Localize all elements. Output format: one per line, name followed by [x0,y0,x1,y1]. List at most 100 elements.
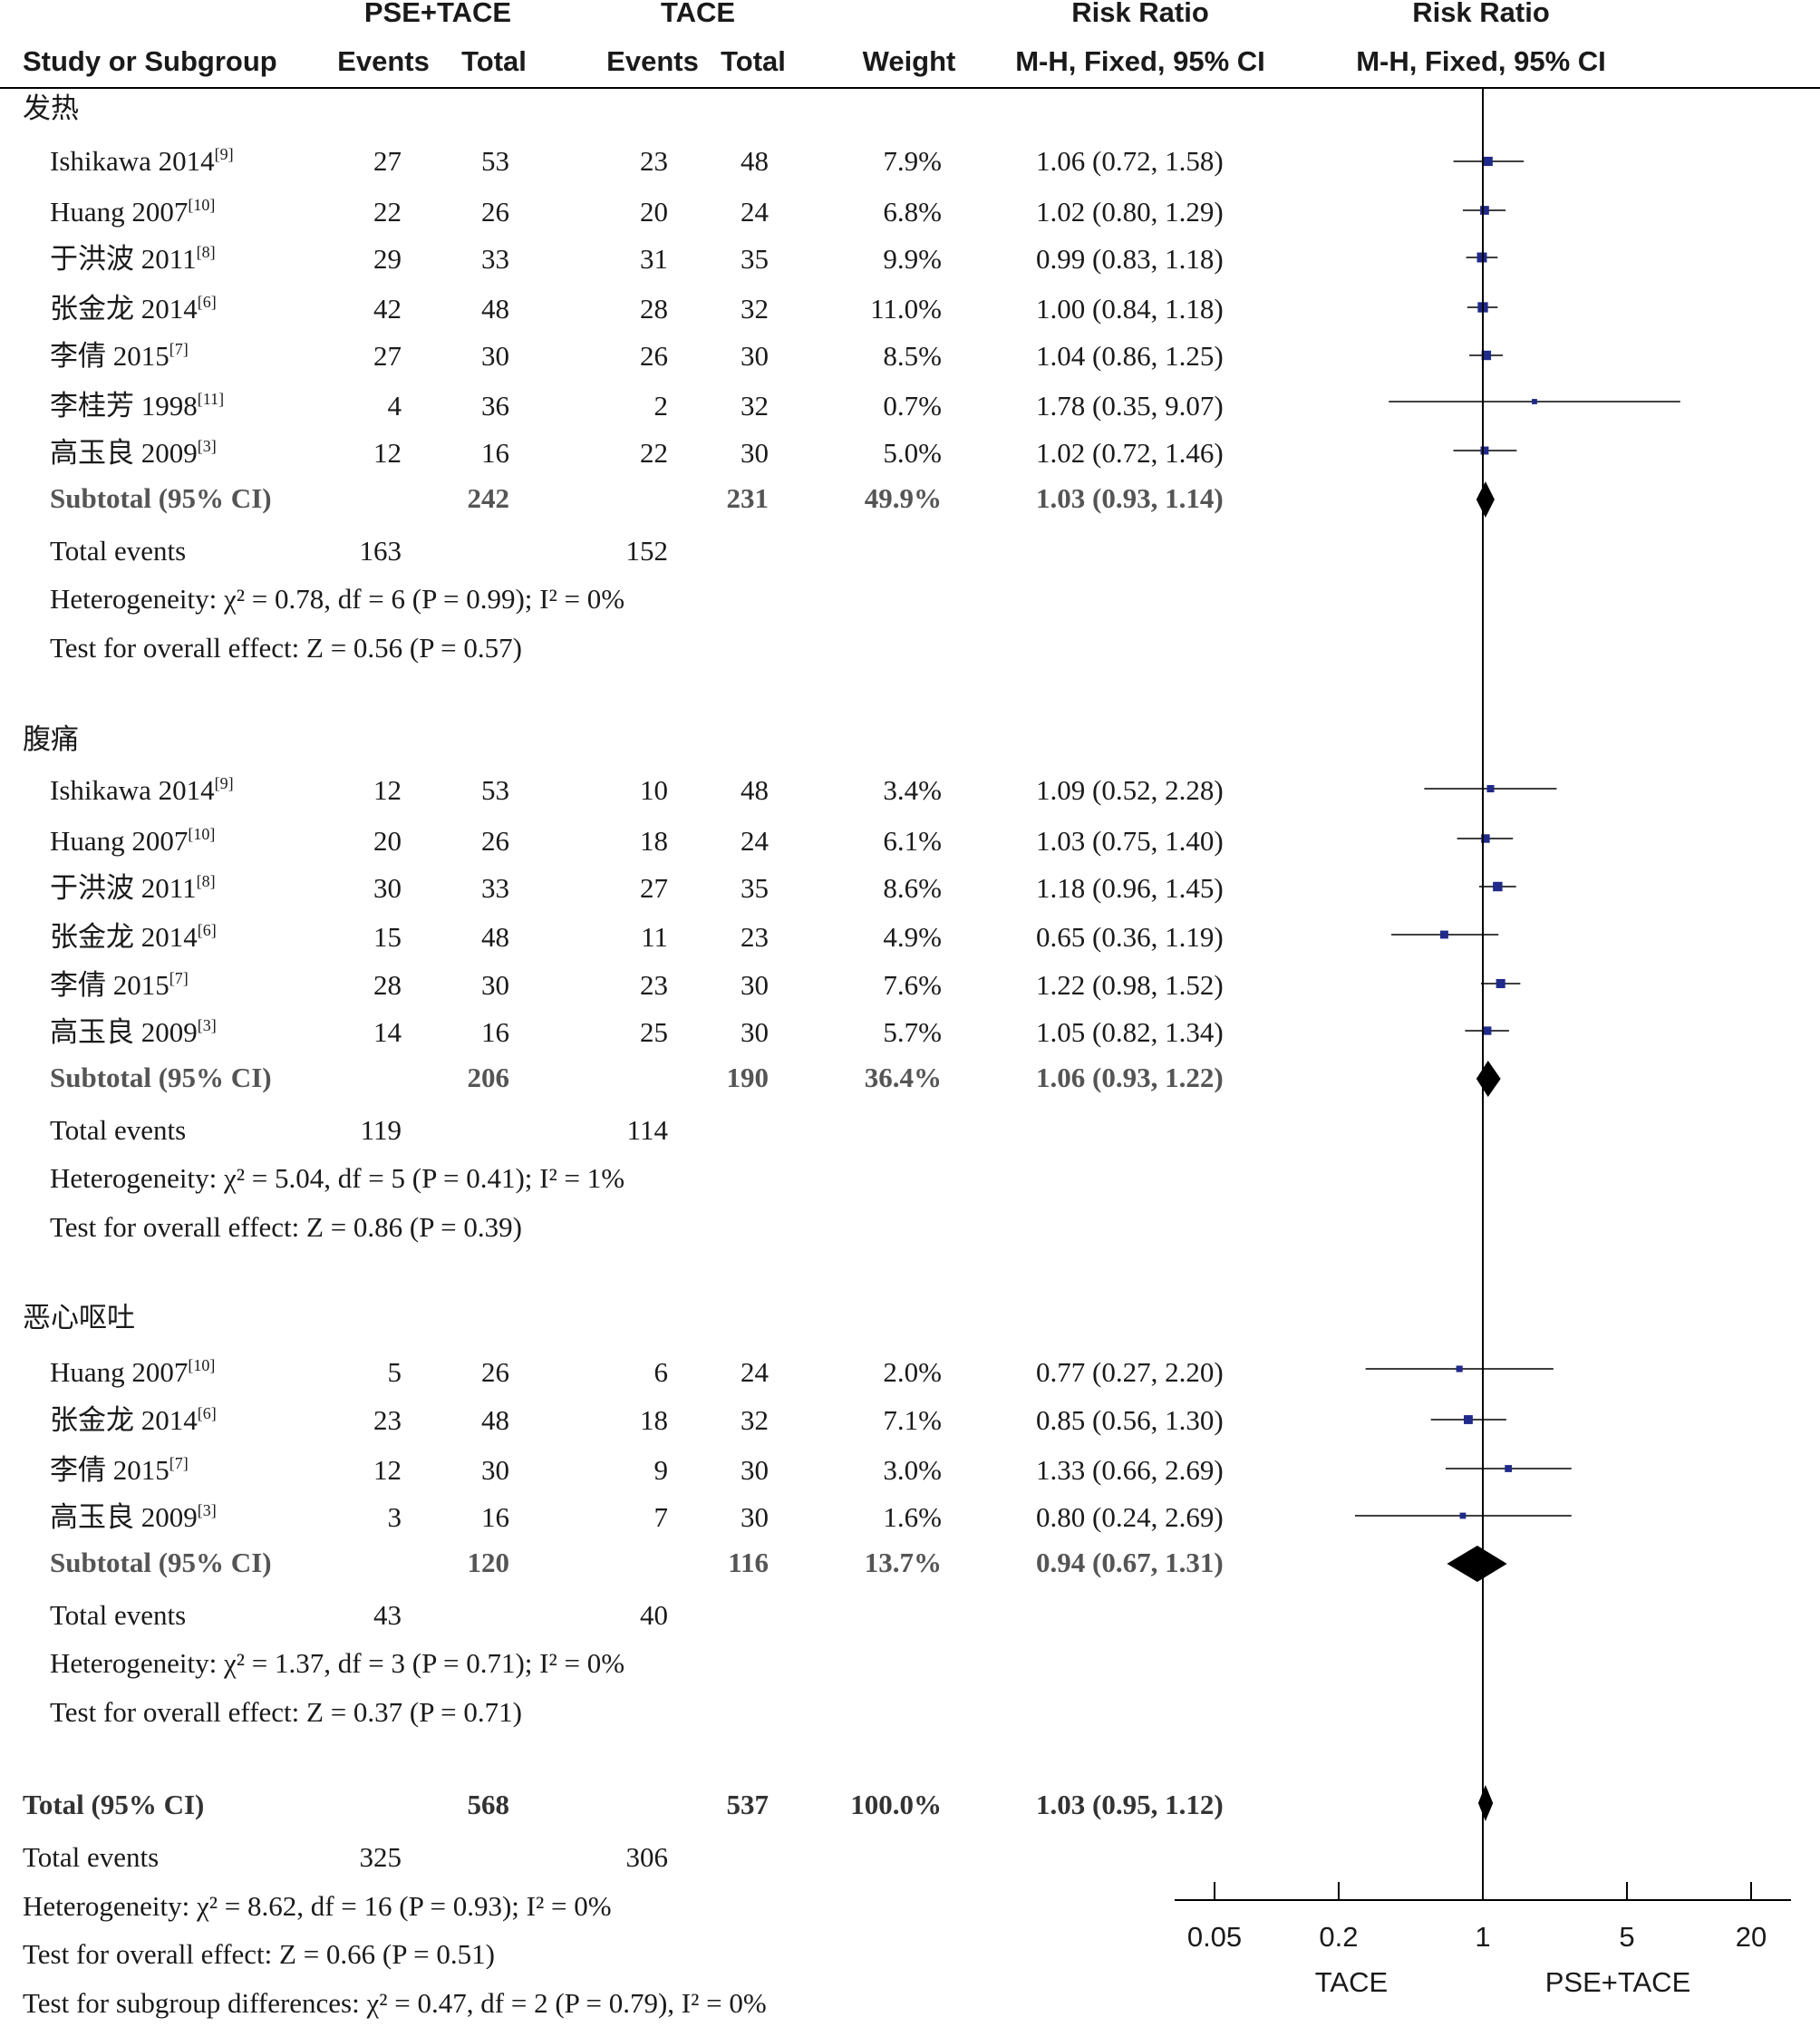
study-ref: [6] [198,1404,217,1422]
x-tick-label: 0.05 [1187,1921,1242,1953]
total-diamond [1477,1785,1494,1821]
subtotal-label: Subtotal (95% CI) [50,482,272,514]
study-label: Ishikawa 2014[9] [50,774,234,806]
study-marker [1481,978,1521,989]
study-marker [1389,399,1680,404]
study-total2: 24 [741,1356,770,1388]
study-weight: 11.0% [870,293,942,325]
study-events1: 27 [373,145,402,177]
axis-left-label: TACE [1315,1966,1388,1998]
subtotal-weight: 13.7% [865,1547,942,1578]
subtotal-total2: 190 [727,1062,770,1093]
subtotal-diamond [1476,1061,1501,1097]
axis-right-label: PSE+TACE [1545,1966,1691,1998]
study-events1: 20 [373,825,402,857]
heterogeneity-text: Heterogeneity: χ² = 5.04, df = 5 (P = 0.… [50,1162,624,1194]
header-events1: Events [337,45,430,77]
study-events2: 18 [640,825,668,857]
study-marker [1445,1465,1572,1472]
study-total2: 30 [741,340,769,372]
study-total1: 53 [481,774,509,806]
study-marker [1365,1365,1554,1372]
study-total1: 16 [481,1501,509,1533]
study-total1: 48 [481,1404,509,1436]
study-marker [1453,156,1525,167]
study-events2: 26 [640,340,668,372]
study-ci-text: 1.33 (0.66, 2.69) [1036,1454,1224,1486]
study-weight: 2.0% [883,1356,942,1388]
total-events-label: Total events [50,1599,186,1631]
subtotal-ci-text: 1.03 (0.93, 1.14) [1036,482,1224,514]
x-tick-label: 1 [1475,1921,1490,1953]
study-total1: 26 [481,1356,509,1388]
study-events2: 18 [640,1404,668,1436]
study-ref: [6] [198,293,217,311]
subtotal-label: Subtotal (95% CI) [50,1062,272,1093]
study-total1: 30 [481,1454,509,1486]
study-ci-text: 1.02 (0.80, 1.29) [1036,196,1224,228]
x-tick-label: 5 [1619,1921,1634,1953]
study-events1: 30 [373,872,402,904]
study-point [1456,1365,1463,1372]
study-events2: 25 [640,1016,668,1048]
subtotal-total1: 206 [468,1062,510,1093]
study-ref: [6] [198,921,217,939]
study-weight: 1.6% [883,1501,942,1533]
study-total2: 32 [741,293,769,325]
study-ci-text: 0.77 (0.27, 2.20) [1036,1356,1224,1388]
study-marker [1469,350,1504,361]
study-events1: 3 [388,1501,402,1533]
heterogeneity-text: Heterogeneity: χ² = 1.37, df = 3 (P = 0.… [50,1647,624,1679]
study-events1: 22 [373,196,402,228]
study-events2: 27 [640,872,668,904]
study-events2: 11 [641,921,668,953]
study-total1: 53 [481,145,509,177]
study-marker [1478,881,1516,892]
study-ref: [7] [169,1454,189,1472]
header-plot-col-top: Risk Ratio [1412,0,1550,28]
study-label: 李桂芳 1998[11] [50,390,224,422]
study-point [1459,1512,1467,1519]
total-ci-text: 1.03 (0.95, 1.12) [1036,1789,1224,1820]
study-events2: 28 [640,293,668,325]
overall-effect-text: Test for overall effect: Z = 0.56 (P = 0… [50,632,522,664]
study-total1: 33 [481,243,509,275]
study-events1: 12 [373,774,402,806]
study-ref: [3] [198,1501,217,1519]
total-events2: 40 [640,1599,668,1631]
study-weight: 9.9% [883,243,942,275]
study-events1: 4 [388,390,402,422]
total-events1: 43 [373,1599,402,1631]
study-events1: 28 [373,969,402,1001]
study-point [1532,399,1537,404]
study-point [1481,350,1492,361]
study-label: 李倩 2015[7] [50,1454,189,1486]
study-point [1480,206,1489,215]
study-ci-text: 0.80 (0.24, 2.69) [1036,1501,1224,1533]
study-label: Huang 2007[10] [50,196,215,228]
study-weight: 3.0% [883,1454,942,1486]
study-weight: 8.5% [883,340,942,372]
study-ref: [8] [197,243,216,261]
subgroup-title: 恶心呕吐 [23,1302,135,1334]
subtotal-total2: 231 [727,482,770,514]
study-ref: [9] [215,145,234,163]
study-total2: 35 [741,243,769,275]
footer-line: Test for overall effect: Z = 0.66 (P = 0… [23,1938,495,1970]
study-ci-text: 1.04 (0.86, 1.25) [1036,340,1224,372]
subtotal-label: Subtotal (95% CI) [50,1547,272,1578]
study-ref: [7] [169,340,189,358]
subtotal-ci-text: 1.06 (0.93, 1.22) [1036,1062,1224,1093]
study-events2: 10 [640,774,668,806]
study-label: 张金龙 2014[6] [50,293,217,325]
study-total1: 16 [481,1016,509,1048]
study-total1: 33 [481,872,509,904]
study-total1: 30 [481,340,509,372]
header-weight: Weight [863,45,956,77]
study-point [1493,881,1503,892]
study-weight: 7.6% [883,969,942,1001]
total-weight: 100.0% [850,1789,942,1820]
subgroup-title: 腹痛 [23,723,79,756]
study-weight: 5.0% [883,437,942,469]
study-label: 高玉良 2009[3] [50,1016,217,1048]
